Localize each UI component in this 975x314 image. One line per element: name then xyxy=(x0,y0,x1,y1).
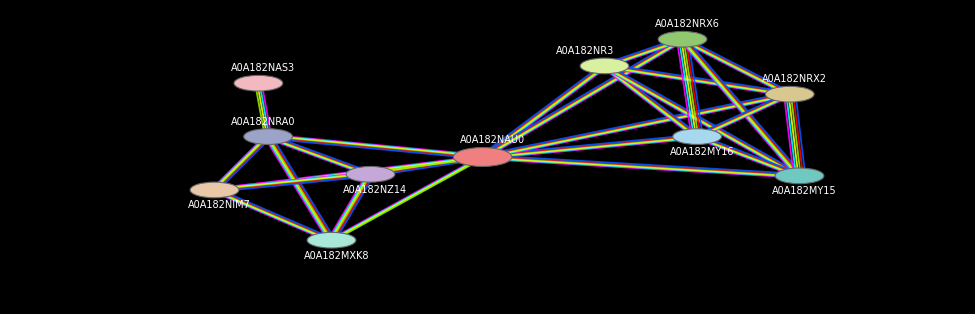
Circle shape xyxy=(765,86,814,102)
Circle shape xyxy=(190,182,239,198)
Circle shape xyxy=(244,129,292,144)
Circle shape xyxy=(307,232,356,248)
Text: A0A182NRX6: A0A182NRX6 xyxy=(655,19,720,29)
Text: A0A182NRX2: A0A182NRX2 xyxy=(762,74,827,84)
Circle shape xyxy=(580,58,629,74)
Text: A0A182NRA0: A0A182NRA0 xyxy=(231,116,295,127)
Circle shape xyxy=(673,129,722,144)
Text: A0A182NR3: A0A182NR3 xyxy=(556,46,614,56)
Text: A0A182NIM7: A0A182NIM7 xyxy=(188,200,251,210)
Text: A0A182MY15: A0A182MY15 xyxy=(772,186,837,196)
Text: A0A182NAS3: A0A182NAS3 xyxy=(231,63,295,73)
Text: A0A182MY16: A0A182MY16 xyxy=(670,147,734,157)
Circle shape xyxy=(775,168,824,184)
Circle shape xyxy=(658,31,707,47)
Text: A0A182MXK8: A0A182MXK8 xyxy=(303,251,370,261)
Circle shape xyxy=(346,166,395,182)
Circle shape xyxy=(453,148,512,166)
Text: A0A182NZ14: A0A182NZ14 xyxy=(343,185,408,195)
Text: A0A182NAU0: A0A182NAU0 xyxy=(460,135,525,145)
Circle shape xyxy=(234,75,283,91)
